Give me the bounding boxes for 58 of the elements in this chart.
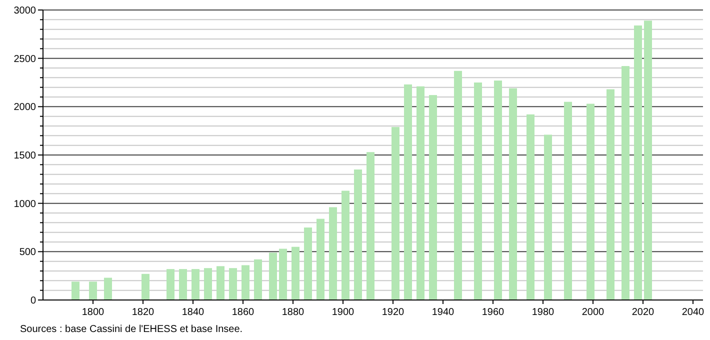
bar xyxy=(316,218,324,300)
y-tick-label: 2000 xyxy=(14,102,36,114)
x-tick-label: 1900 xyxy=(332,307,355,318)
bar xyxy=(179,269,187,300)
x-tick-label: 1880 xyxy=(282,307,305,318)
x-tick-label: 1820 xyxy=(132,307,155,318)
y-tick-label: 1000 xyxy=(14,198,36,210)
bar xyxy=(509,88,517,300)
y-tick-label: 1500 xyxy=(14,150,36,162)
bar xyxy=(204,268,212,300)
bar xyxy=(72,282,80,300)
bar xyxy=(454,70,462,300)
bar xyxy=(526,114,534,300)
bar xyxy=(166,269,174,300)
bar xyxy=(104,278,112,300)
x-tick-label: 1940 xyxy=(432,307,455,318)
x-tick-label: 1860 xyxy=(232,307,255,318)
y-tick-label: 2500 xyxy=(14,54,36,65)
bar xyxy=(392,126,400,300)
bar xyxy=(192,269,200,300)
y-tick-label: 0 xyxy=(30,296,36,306)
x-tick-label: 2000 xyxy=(582,307,605,318)
bar xyxy=(634,25,642,300)
bar xyxy=(329,207,337,300)
bar xyxy=(279,248,287,300)
x-tick-label: 1960 xyxy=(482,307,505,318)
x-tick-label: 2040 xyxy=(682,307,705,318)
bar xyxy=(229,268,237,300)
bar xyxy=(622,66,630,300)
bar xyxy=(292,246,300,300)
bar xyxy=(586,104,594,300)
x-tick-label: 1800 xyxy=(82,307,105,318)
bar xyxy=(366,152,374,300)
source-note: Sources : base Cassini de l'EHESS et base Insee. xyxy=(20,324,243,335)
bar xyxy=(242,265,250,300)
bar xyxy=(404,84,412,300)
bar xyxy=(644,20,652,300)
x-tick-label: 2020 xyxy=(632,307,655,318)
x-tick-label: 1980 xyxy=(532,307,555,318)
bar xyxy=(354,170,362,300)
y-tick-label: 3000 xyxy=(14,6,36,16)
bar xyxy=(416,86,424,300)
bar xyxy=(544,134,552,300)
bar xyxy=(304,228,312,300)
bar xyxy=(142,274,150,300)
bar xyxy=(429,95,437,300)
x-tick-label: 1920 xyxy=(382,307,405,318)
bar xyxy=(269,252,277,300)
bar xyxy=(564,102,572,300)
y-tick-label: 500 xyxy=(19,247,36,258)
bar xyxy=(254,259,262,300)
x-tick-label: 1840 xyxy=(182,307,205,318)
bar xyxy=(474,82,482,300)
bar xyxy=(342,190,350,300)
bar xyxy=(494,80,502,300)
bar xyxy=(216,266,224,300)
bar xyxy=(606,89,614,300)
bar xyxy=(89,282,97,300)
